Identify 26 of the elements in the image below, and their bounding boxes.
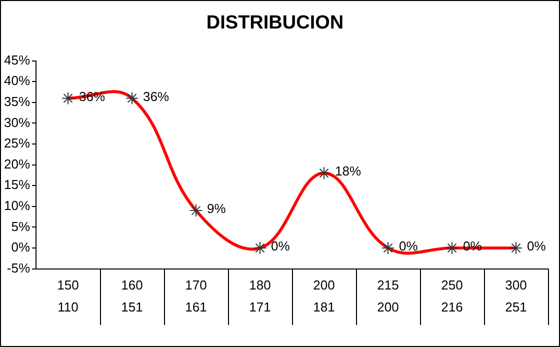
y-tick-label: 20% <box>4 156 30 172</box>
y-tick-label: 10% <box>4 198 30 213</box>
x-tick-label: 200 181 <box>313 277 335 315</box>
y-tick-label: -5% <box>6 260 30 276</box>
y-tick-label: 45% <box>4 52 30 68</box>
x-tick-label: 160 151 <box>121 277 143 315</box>
y-tick-label: 25% <box>4 136 30 151</box>
chart-title: DISTRIBUCION <box>206 12 344 34</box>
data-label: 36% <box>143 88 170 104</box>
y-tick-label: 35% <box>4 94 30 109</box>
x-tick-label: 300 251 <box>505 277 527 315</box>
x-tick-label: 170 161 <box>185 277 207 315</box>
data-label: 0% <box>271 238 290 254</box>
data-label: 0% <box>399 238 418 254</box>
data-label: 18% <box>335 164 362 179</box>
data-label: 9% <box>207 201 226 216</box>
x-tick-label: 180 171 <box>249 277 271 315</box>
x-tick-label: 150 110 <box>57 277 79 315</box>
x-tick-label: 215 200 <box>377 277 399 315</box>
y-tick-label: 30% <box>4 114 30 130</box>
x-tick-label: 250 216 <box>441 277 463 315</box>
y-tick-label: 0% <box>11 240 30 255</box>
y-tick-label: 40% <box>4 73 30 88</box>
y-tick-label: 5% <box>11 218 30 234</box>
y-tick-label: 15% <box>4 177 30 192</box>
data-label: 0% <box>527 238 546 254</box>
